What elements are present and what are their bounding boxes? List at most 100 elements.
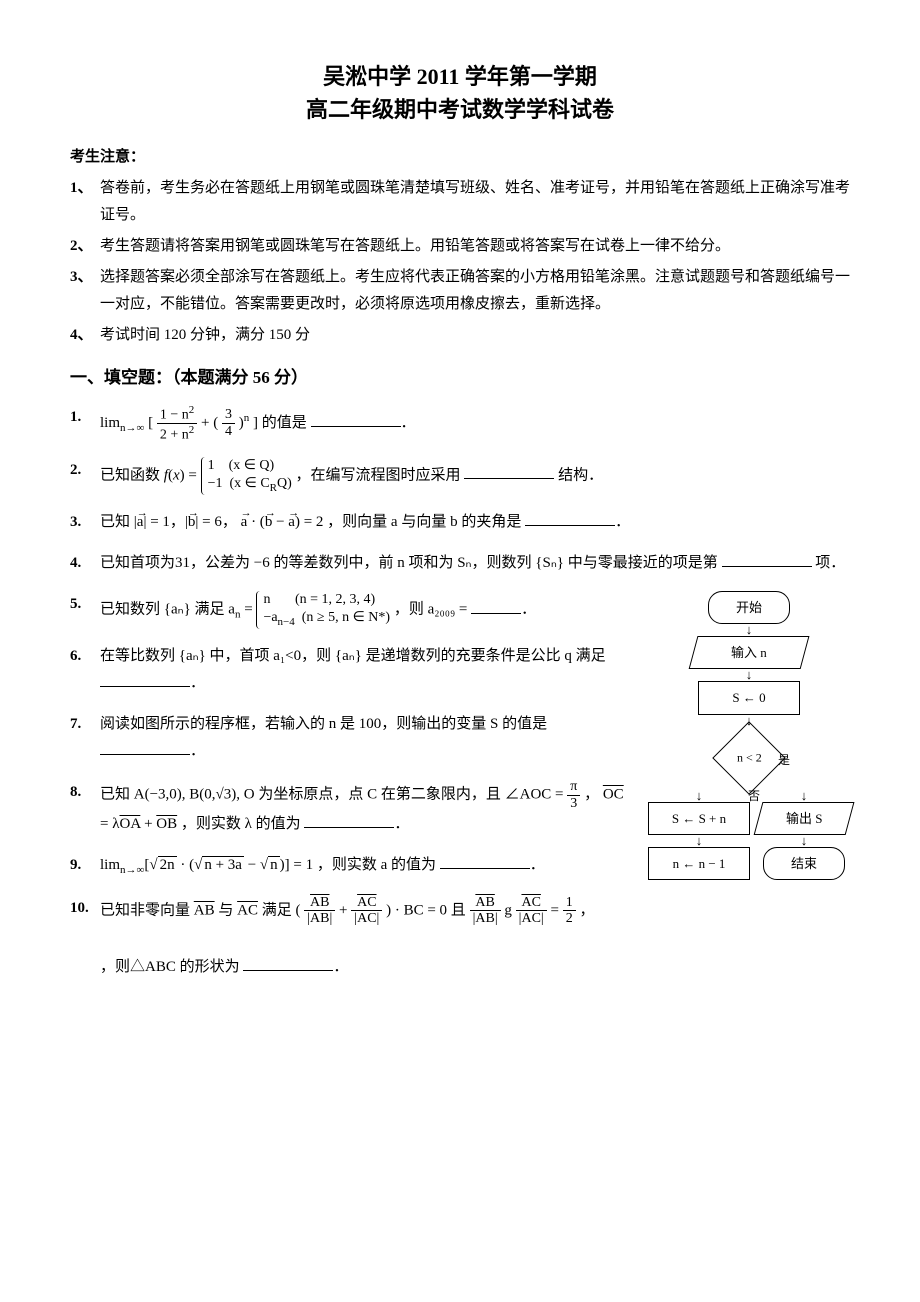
q3-tail: ，则向量 a 与向量 b 的夹角是: [327, 514, 521, 530]
fc-input-label: 输入 n: [731, 641, 767, 664]
blank[interactable]: [471, 598, 521, 614]
question-body: 已知函数 f(x) = 1 (x ∈ Q) −1 (x ∈ CRQ) ，在编写流…: [100, 457, 850, 495]
q4-tail: 项．: [815, 555, 845, 571]
blank[interactable]: [722, 551, 812, 567]
arrow-down-icon: ↓: [648, 790, 750, 802]
q9-tail: ，则实数 a 的值为: [317, 857, 440, 873]
q7-text: 阅读如图所示的程序框，若输入的 n 是 100，则输出的变量 S 的值是: [100, 716, 547, 732]
question-7: 7. 阅读如图所示的程序框，若输入的 n 是 100，则输出的变量 S 的值是 …: [70, 711, 632, 765]
two-column-layout: 5. 已知数列 {aₙ} 满足 an = n (n = 1, 2, 3, 4) …: [70, 591, 850, 895]
question-5: 5. 已知数列 {aₙ} 满足 an = n (n = 1, 2, 3, 4) …: [70, 591, 632, 629]
q10-pre: 已知非零向量: [100, 902, 194, 918]
blank[interactable]: [243, 955, 333, 971]
question-body: 已知 |a| = 1，|b| = 6， a · (b − a) = 2 ，则向量…: [100, 509, 850, 536]
q1-tail: 的值是: [262, 415, 307, 431]
question-body: 已知 A(−3,0), B(0,√3), O 为坐标原点，点 C 在第二象限内，…: [100, 779, 632, 838]
question-body: 已知数列 {aₙ} 满足 an = n (n = 1, 2, 3, 4) −an…: [100, 591, 632, 629]
question-1: 1. limn→∞ [ 1 − n22 + n2 + ( 34 )n ] 的值是…: [70, 404, 850, 443]
notice-num: 2、: [70, 233, 100, 260]
fc-init: S ← 0: [698, 681, 800, 714]
question-num: 5.: [70, 591, 100, 618]
q8-mid: ，: [584, 787, 599, 803]
fc-condition: n < 2: [712, 721, 786, 795]
question-num: 6.: [70, 643, 100, 670]
exam-title: 吴淞中学 2011 学年第一学期 高二年级期中考试数学学科试卷: [70, 60, 850, 126]
question-body: limn→∞[√2n · (√n + 3a − √n)] = 1 ，则实数 a …: [100, 852, 632, 881]
question-10: 10. 已知非零向量 AB 与 AC 满足 ( AB|AB| + AC|AC| …: [70, 895, 850, 981]
q10-mid: 满足 (: [262, 902, 301, 918]
q10-tail: ，则△ABC 的形状为: [100, 959, 240, 975]
q3-pre: 已知: [100, 514, 130, 530]
notice-text: 考试时间 120 分钟，满分 150 分: [100, 322, 850, 349]
fc-cond-label: n < 2: [737, 747, 762, 769]
blank[interactable]: [440, 853, 530, 869]
blank[interactable]: [304, 812, 394, 828]
question-num: 10.: [70, 895, 100, 922]
arrow-down-icon: ↓: [648, 835, 750, 847]
fc-no-label: 否: [748, 786, 760, 808]
fc-end: 结束: [763, 847, 845, 880]
blank[interactable]: [464, 463, 554, 479]
notice-num: 3、: [70, 264, 100, 318]
blank[interactable]: [100, 739, 190, 755]
notice-item: 4、考试时间 120 分钟，满分 150 分: [70, 322, 850, 349]
q10-half: =: [550, 902, 562, 918]
q10-eq0: ) · BC = 0 且: [386, 902, 469, 918]
q2-pre: 已知函数: [100, 467, 164, 483]
notice-item: 2、考生答题请将答案用钢笔或圆珠笔写在答题纸上。用铅笔答题或将答案写在试卷上一律…: [70, 233, 850, 260]
question-num: 4.: [70, 550, 100, 577]
notice-text: 选择题答案必须全部涂写在答题纸上。考生应将代表正确答案的小方格用铅笔涂黑。注意试…: [100, 264, 850, 318]
blank[interactable]: [100, 671, 190, 687]
question-9: 9. limn→∞[√2n · (√n + 3a − √n)] = 1 ，则实数…: [70, 852, 632, 881]
arrow-down-icon: ↓: [648, 624, 850, 636]
question-body: limn→∞ [ 1 − n22 + n2 + ( 34 )n ] 的值是 ．: [100, 404, 850, 443]
question-body: 已知首项为31，公差为 −6 的等差数列中，前 n 项和为 Sₙ，则数列 {Sₙ…: [100, 550, 850, 577]
notice-item: 3、选择题答案必须全部涂写在答题纸上。考生应将代表正确答案的小方格用铅笔涂黑。注…: [70, 264, 850, 318]
notice-num: 1、: [70, 175, 100, 229]
question-num: 1.: [70, 404, 100, 431]
blank[interactable]: [311, 411, 401, 427]
q2-tail: 结构．: [558, 467, 603, 483]
question-num: 8.: [70, 779, 100, 806]
flowchart: 开始 ↓ 输入 n ↓ S ← 0 ↓ n < 2 是 否 ↓ S ← S + …: [648, 591, 850, 895]
fc-step1: S ← S + n: [648, 802, 750, 835]
left-column: 5. 已知数列 {aₙ} 满足 an = n (n = 1, 2, 3, 4) …: [70, 591, 632, 895]
question-8: 8. 已知 A(−3,0), B(0,√3), O 为坐标原点，点 C 在第二象…: [70, 779, 632, 838]
question-body: 已知非零向量 AB 与 AC 满足 ( AB|AB| + AC|AC| ) · …: [100, 895, 850, 981]
notice-num: 4、: [70, 322, 100, 349]
notice-text: 考生答题请将答案用钢笔或圆珠笔写在答题纸上。用铅笔答题或将答案写在试卷上一律不给…: [100, 233, 850, 260]
question-2: 2. 已知函数 f(x) = 1 (x ∈ Q) −1 (x ∈ CRQ) ，在…: [70, 457, 850, 495]
fc-start: 开始: [708, 591, 790, 624]
question-body: 在等比数列 {aₙ} 中，首项 a₁<0，则 {aₙ} 是递增数列的充要条件是公…: [100, 643, 632, 697]
fc-input: 输入 n: [689, 636, 810, 669]
question-num: 9.: [70, 852, 100, 879]
notice-heading: 考生注意：: [70, 144, 850, 171]
q5-pre: 已知数列 {aₙ} 满足: [100, 602, 228, 618]
question-num: 2.: [70, 457, 100, 484]
question-3: 3. 已知 |a| = 1，|b| = 6， a · (b − a) = 2 ，…: [70, 509, 850, 536]
title-line2: 高二年级期中考试数学学科试卷: [70, 93, 850, 126]
question-body: 阅读如图所示的程序框，若输入的 n 是 100，则输出的变量 S 的值是 ．: [100, 711, 632, 765]
notice-text: 答卷前，考生务必在答题纸上用钢笔或圆珠笔清楚填写班级、姓名、准考证号，并用铅笔在…: [100, 175, 850, 229]
q6-text: 在等比数列 {aₙ} 中，首项 a₁<0，则 {aₙ} 是递增数列的充要条件是公…: [100, 648, 606, 664]
question-6: 6. 在等比数列 {aₙ} 中，首项 a₁<0，则 {aₙ} 是递增数列的充要条…: [70, 643, 632, 697]
fc-step2: n ← n − 1: [648, 847, 750, 880]
fc-output: 输出 S: [754, 802, 855, 835]
arrow-down-icon: ↓: [758, 790, 850, 802]
title-line1: 吴淞中学 2011 学年第一学期: [70, 60, 850, 93]
fc-output-label: 输出 S: [786, 807, 822, 830]
q4-text: 已知首项为31，公差为 −6 的等差数列中，前 n 项和为 Sₙ，则数列 {Sₙ…: [100, 555, 718, 571]
fc-yes-label: 是: [778, 750, 790, 772]
arrow-down-icon: ↓: [758, 835, 850, 847]
notice-item: 1、答卷前，考生务必在答题纸上用钢笔或圆珠笔清楚填写班级、姓名、准考证号，并用铅…: [70, 175, 850, 229]
blank[interactable]: [525, 510, 615, 526]
question-4: 4. 已知首项为31，公差为 −6 的等差数列中，前 n 项和为 Sₙ，则数列 …: [70, 550, 850, 577]
q8-pre: 已知 A(−3,0), B(0,√3), O 为坐标原点，点 C 在第二象限内，…: [100, 787, 505, 803]
q5-tail: ，则 a₂₀₀₉ =: [394, 602, 471, 618]
section-heading: 一、填空题：（本题满分 56 分）: [70, 363, 850, 394]
q8-tail: ，则实数 λ 的值为: [181, 816, 301, 832]
arrow-down-icon: ↓: [648, 669, 850, 681]
question-num: 7.: [70, 711, 100, 738]
question-num: 3.: [70, 509, 100, 536]
q2-mid: ，在编写流程图时应采用: [296, 467, 465, 483]
